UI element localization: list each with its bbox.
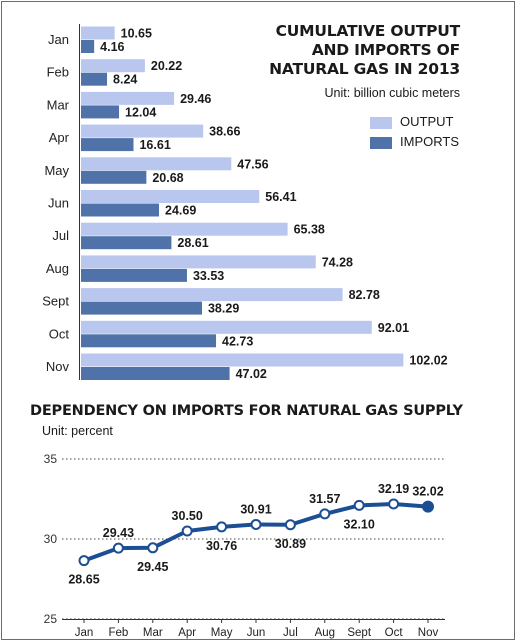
data-label-output: 65.38 [294, 223, 325, 237]
bar-output [81, 26, 115, 40]
data-label-imports: 8.24 [113, 73, 137, 87]
bar-imports [81, 72, 108, 86]
data-label-output: 29.46 [180, 92, 211, 106]
data-label-output: 102.02 [409, 354, 447, 368]
bar-chart-unit: Unit: billion cubic meters [324, 86, 460, 100]
data-label-output: 47.56 [237, 157, 268, 171]
bar-chart-title-line: CUMULATIVE OUTPUT [275, 22, 461, 40]
data-label-output: 82.78 [349, 288, 380, 302]
data-label-imports: 12.04 [125, 105, 156, 119]
data-label-imports: 4.16 [100, 40, 124, 54]
data-label-imports: 28.61 [177, 236, 208, 250]
legend-swatch-output [370, 117, 392, 129]
bar-imports [81, 40, 95, 53]
category-label: Apr [49, 130, 70, 145]
category-label: Jul [52, 228, 69, 243]
bar-output [81, 59, 145, 73]
category-label: Jan [48, 32, 69, 47]
data-label-output: 20.22 [151, 59, 182, 73]
category-label: Feb [47, 65, 69, 80]
data-label-imports: 20.68 [152, 171, 183, 185]
bar-imports [81, 138, 134, 152]
bar-imports [81, 334, 217, 348]
legend-label-output: OUTPUT [400, 114, 454, 129]
data-label-imports: 33.53 [193, 269, 224, 283]
bar-output [81, 190, 260, 203]
bar-imports [81, 170, 147, 184]
category-label: Aug [46, 261, 69, 276]
data-label-imports: 24.69 [165, 204, 196, 218]
category-label: Mar [47, 97, 70, 112]
bar-output [81, 255, 316, 269]
data-label-output: 74.28 [322, 255, 353, 269]
data-label-output: 10.65 [121, 27, 152, 41]
bar-imports [81, 367, 230, 380]
data-label-imports: 42.73 [222, 334, 253, 348]
bar-imports [81, 268, 187, 282]
category-label: Oct [49, 326, 70, 341]
data-label-output: 92.01 [378, 321, 409, 335]
bar-output [81, 288, 343, 302]
bar-output [81, 124, 204, 138]
category-label: Sept [42, 294, 69, 309]
bar-imports [81, 203, 160, 217]
bar-chart: Jan 10.654.16 Feb 20.22 8.24 Mar 29.46 12.04 Apr… [42, 24, 448, 381]
bar-imports [81, 301, 202, 315]
category-label: May [44, 163, 69, 178]
legend-swatch-imports [370, 137, 392, 149]
bar-output [81, 320, 372, 334]
bar-imports [81, 105, 120, 119]
bar-output [81, 157, 232, 171]
bar-chart-title-line: AND IMPORTS OF [311, 41, 460, 59]
data-label-output: 56.41 [265, 190, 296, 204]
bar-output [81, 222, 288, 236]
data-label-output: 38.66 [209, 125, 240, 139]
bar-imports [81, 236, 172, 250]
bar-chart-title-line: NATURAL GAS IN 2013 [269, 60, 460, 78]
category-label: Jun [48, 196, 69, 211]
legend-label-imports: IMPORTS [400, 134, 459, 149]
line-chart-title: DEPENDENCY ON IMPORTS FOR NATURAL GAS SU… [30, 403, 463, 419]
data-label-imports: 47.02 [236, 367, 267, 381]
bar-output [81, 353, 404, 367]
category-label: Nov [46, 359, 70, 374]
bar-chart-title: CUMULATIVE OUTPUT AND IMPORTS OF NATURAL… [269, 22, 460, 79]
data-label-imports: 16.61 [139, 138, 170, 152]
line-chart-unit: Unit: percent [42, 424, 113, 438]
bar-output [81, 91, 175, 105]
data-label-imports: 38.29 [208, 302, 239, 316]
